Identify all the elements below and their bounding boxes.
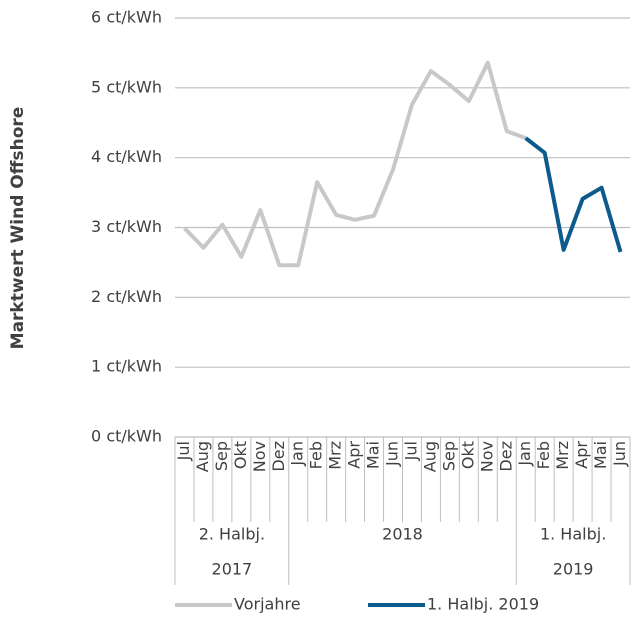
y-tick-label: 6 ct/kWh [91,8,162,27]
x-tick-label: Jul [401,441,420,461]
x-tick-label: Dez [496,441,515,472]
x-tick-label: Nov [477,441,496,472]
x-tick-label: Feb [534,441,553,469]
x-tick-label: Mrz [553,441,572,470]
group-label: 2017 [212,560,253,579]
series-line [524,136,623,253]
x-tick-label: Jul [174,441,193,461]
y-tick-label: 5 ct/kWh [91,77,162,96]
y-tick-label: 3 ct/kWh [91,217,162,236]
y-tick-label: 1 ct/kWh [91,357,162,376]
x-tick-label: Mai [364,441,383,469]
y-tick-label: 0 ct/kWh [91,427,162,446]
y-tick-label: 4 ct/kWh [91,147,162,166]
x-tick-label: Sep [212,441,231,471]
x-tick-label: Feb [307,441,326,469]
x-tick-label: Dez [269,441,288,472]
x-tick-label: Apr [572,441,591,469]
group-label: 2018 [382,525,423,544]
x-tick-label: Aug [193,441,212,472]
series-line [183,60,527,268]
x-tick-label: Mrz [326,441,345,470]
x-tick-label: Apr [345,441,364,469]
x-tick-label: Nov [250,441,269,472]
x-tick-label: Mai [591,441,610,469]
x-tick-label: Jun [610,441,629,467]
legend-label: 1. Halbj. 2019 [427,595,539,614]
x-tick-label: Okt [231,441,250,469]
legend-label: Vorjahre [234,595,301,614]
y-axis-label: Marktwert Wind Offshore [8,107,28,350]
x-tick-label: Jan [288,441,307,467]
group-label: 2. Halbj. [199,525,265,544]
x-tick-label: Sep [439,441,458,471]
group-label: 1. Halbj. [540,525,606,544]
group-label: 2019 [553,560,594,579]
x-tick-label: Okt [458,441,477,469]
x-tick-label: Jan [515,441,534,467]
y-tick-label: 2 ct/kWh [91,287,162,306]
x-tick-label: Jun [383,441,402,467]
x-tick-label: Aug [420,441,439,472]
